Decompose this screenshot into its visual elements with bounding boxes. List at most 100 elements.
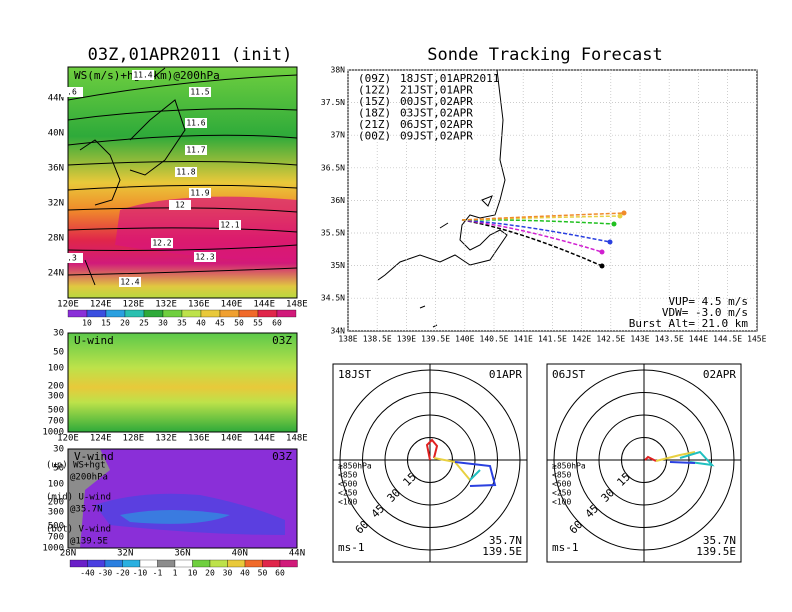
- colorbar-label: 20: [120, 319, 130, 328]
- level: ≥850hPa: [552, 462, 586, 471]
- legend-date: 21JST,01APR: [400, 84, 473, 97]
- colorbar-box: [162, 309, 183, 318]
- v-low: [68, 449, 110, 548]
- y-tick-label: 35.5N: [321, 229, 345, 238]
- contour-label: 11.6: [186, 119, 205, 128]
- x-tick-label: 144E: [253, 300, 275, 310]
- y-tick-label: 1000: [42, 428, 64, 438]
- colorbar-label: 40: [240, 569, 250, 578]
- param: VDW= -3.0 m/s: [662, 306, 748, 319]
- contour-label: 11.7: [186, 146, 205, 155]
- colorbar-label: -10: [133, 569, 148, 578]
- ring-label: 15: [400, 470, 419, 489]
- burst-point: [607, 239, 613, 245]
- contour-label-bg: [169, 200, 191, 210]
- contour-label-bg: [189, 188, 211, 198]
- frame: [67, 448, 298, 549]
- date: 01APR: [489, 368, 522, 381]
- colorbar-box: [209, 559, 228, 568]
- x-tick-label: 138.5E: [363, 335, 392, 344]
- x-tick-label: 140E: [221, 300, 243, 310]
- colorbar-label: 10: [188, 569, 198, 578]
- note: @200hPa: [70, 473, 108, 483]
- x-tick-label: 142E: [572, 335, 591, 344]
- y-tick-label: 200: [48, 382, 64, 392]
- x-tick-label: 132E: [155, 300, 177, 310]
- panel-label: V-wind: [74, 450, 114, 463]
- colorbar-box: [87, 559, 106, 568]
- ring: [621, 437, 667, 483]
- y-tick-label: 34.5N: [321, 294, 345, 303]
- hodograph-trace: [644, 455, 657, 462]
- ring-label: 60: [567, 518, 586, 537]
- ring: [576, 392, 712, 528]
- y-tick-label: 300: [48, 392, 64, 402]
- colorbar-label: 45: [215, 319, 225, 328]
- level: <850: [338, 471, 357, 480]
- legend-time: (15Z): [358, 95, 391, 108]
- colorbar-box: [219, 309, 240, 318]
- colorbar-box: [192, 559, 211, 568]
- panel-time: 03Z: [272, 334, 292, 347]
- level: <250: [552, 489, 571, 498]
- y-tick-label: 1000: [42, 544, 64, 554]
- ring-label: 30: [599, 486, 618, 505]
- colorbar-box: [181, 309, 202, 318]
- contour-label-bg: [189, 87, 211, 97]
- contour-label-bg: [185, 118, 207, 128]
- colorbar-label: -30: [98, 569, 113, 578]
- note: (mid) U-wind: [46, 493, 111, 503]
- y-tick-label: 36.5N: [321, 163, 345, 172]
- colorbar-label: 40: [196, 319, 206, 328]
- colorbar-box: [276, 309, 297, 318]
- lat: 35.7N: [703, 534, 736, 547]
- x-tick-label: 36N: [174, 549, 190, 559]
- colorbar-box: [279, 559, 298, 568]
- x-tick-label: 144E: [253, 434, 275, 444]
- y-tick-label: 200: [48, 498, 64, 508]
- burst-point: [617, 213, 623, 219]
- ring: [339, 369, 521, 551]
- y-tick-label: 700: [48, 533, 64, 543]
- x-tick-label: 142.5E: [596, 335, 625, 344]
- colorbar-box: [86, 309, 107, 318]
- x-tick-label: 28N: [60, 549, 76, 559]
- colorbar-box: [227, 559, 246, 568]
- y-tick-label: 50: [53, 464, 64, 474]
- ring-label: 60: [353, 518, 372, 537]
- contour-label: 12.1: [220, 221, 239, 230]
- contour-label: .3: [67, 254, 77, 263]
- level: ≥850hPa: [338, 462, 372, 471]
- colorbar-label: 50: [258, 569, 268, 578]
- contour-label-bg: [61, 87, 83, 97]
- contour-label: 12.2: [152, 239, 171, 248]
- y-tick-label: 36N: [331, 196, 346, 205]
- contour-label: 11.5: [190, 88, 209, 97]
- contour-label-bg: [132, 70, 154, 80]
- contour-label: 12: [175, 201, 185, 210]
- colorbar-box: [143, 309, 164, 318]
- colorbar-label: 60: [275, 569, 285, 578]
- x-tick-label: 124E: [90, 300, 112, 310]
- note: (bot) V-wind: [46, 525, 111, 535]
- colorbar-box: [157, 559, 176, 568]
- legend-date: 06JST,02APR: [400, 118, 473, 131]
- y-tick-label: 40N: [48, 129, 64, 139]
- legend-time: (12Z): [358, 84, 391, 97]
- ring: [362, 392, 498, 528]
- y-tick-label: 50: [53, 348, 64, 358]
- contour-label: 11.4: [133, 71, 152, 80]
- contour-label-bg: [175, 167, 197, 177]
- x-tick-label: 140.5E: [480, 335, 509, 344]
- contour-label-bg: [119, 277, 141, 287]
- x-tick-label: 32N: [117, 549, 133, 559]
- x-tick-label: 148E: [286, 300, 308, 310]
- y-tick-label: 37N: [331, 131, 346, 140]
- y-tick-label: 300: [48, 508, 64, 518]
- colorbar-label: 1: [173, 569, 178, 578]
- x-tick-label: 141E: [514, 335, 533, 344]
- y-tick-label: 100: [48, 480, 64, 490]
- contour-label-bg: [61, 253, 83, 263]
- legend-time: (18Z): [358, 107, 391, 120]
- x-tick-label: 44N: [289, 549, 305, 559]
